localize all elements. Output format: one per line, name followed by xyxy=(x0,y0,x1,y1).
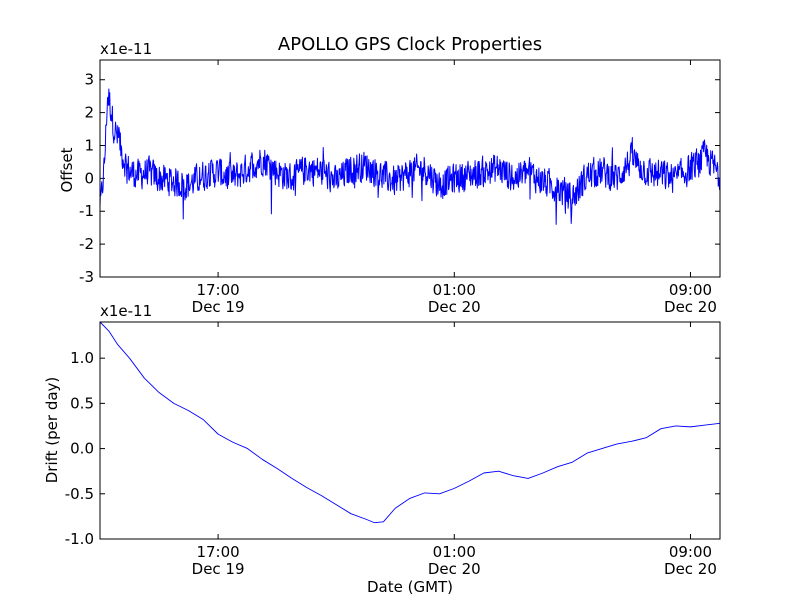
offset-y-multiplier: x1e-11 xyxy=(100,40,152,58)
x-tick-label-date: Dec 20 xyxy=(428,298,481,316)
y-tick-label: 0.5 xyxy=(70,394,94,412)
y-tick-label: 1 xyxy=(84,136,94,154)
offset-series xyxy=(99,88,721,225)
drift-x-axis-label: Date (GMT) xyxy=(367,578,453,596)
drift-plot-frame xyxy=(99,321,721,540)
drift-y-multiplier: x1e-11 xyxy=(100,302,152,320)
x-tick-label-date: Dec 19 xyxy=(192,560,245,578)
y-tick-label: 3 xyxy=(84,71,94,89)
y-tick-label: -1 xyxy=(79,202,94,220)
drift-series xyxy=(99,321,721,524)
x-tick-label-time: 09:00 xyxy=(669,281,712,299)
y-tick-label: -0.5 xyxy=(65,485,94,503)
x-tick-label-date: Dec 20 xyxy=(664,298,717,316)
x-tick-label-date: Dec 19 xyxy=(192,298,245,316)
drift-y-axis-label: Drift (per day) xyxy=(43,377,61,484)
chart-title: APOLLO GPS Clock Properties xyxy=(278,34,542,55)
offset-plot-frame xyxy=(99,59,721,278)
offset-y-axis-label: Offset xyxy=(58,147,76,192)
x-tick-label-time: 17:00 xyxy=(196,281,239,299)
x-tick-label-date: Dec 20 xyxy=(664,560,717,578)
y-tick-label: 0.0 xyxy=(70,440,94,458)
x-tick-label-date: Dec 20 xyxy=(428,560,481,578)
drift-line xyxy=(99,321,721,524)
offset-line xyxy=(99,88,721,225)
y-tick-label: 1.0 xyxy=(70,349,94,367)
x-tick-label-time: 17:00 xyxy=(196,543,239,561)
y-tick-label: 0 xyxy=(84,169,94,187)
x-tick-label-time: 01:00 xyxy=(433,543,476,561)
x-tick-label-time: 09:00 xyxy=(669,543,712,561)
y-tick-label: -2 xyxy=(79,235,94,253)
x-tick-label-time: 01:00 xyxy=(433,281,476,299)
y-tick-label: -1.0 xyxy=(65,530,94,548)
drift-chart: x1e-11 Drift (per day) Date (GMT) -1.0 -0… xyxy=(43,302,721,596)
y-tick-label: -3 xyxy=(79,268,94,286)
y-tick-label: 2 xyxy=(84,104,94,122)
